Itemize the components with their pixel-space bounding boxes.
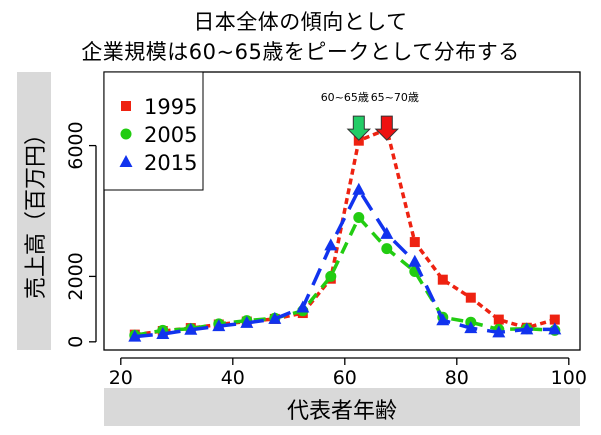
- legend-label-2005: 2005: [144, 123, 197, 147]
- x-tick-label: 20: [109, 367, 133, 389]
- annotation-arrow: [374, 115, 400, 141]
- series-line-2005: [134, 214, 555, 338]
- annotation-label: 60~65歳: [321, 91, 369, 104]
- x-axis-label-background: [104, 388, 580, 426]
- data-point-2015: [296, 300, 310, 313]
- y-tick-label: 6000: [65, 121, 87, 169]
- y-tick-label: 0: [65, 336, 87, 348]
- data-point-2015: [492, 325, 506, 338]
- data-point-1995: [437, 274, 448, 285]
- data-point-1995: [409, 237, 420, 248]
- legend-label-1995: 1995: [144, 95, 197, 119]
- y-axis-label-background: [17, 72, 51, 350]
- data-point-2015: [520, 322, 534, 335]
- data-point-2015: [436, 313, 450, 326]
- plot-frame: [103, 71, 581, 351]
- data-point-2015: [464, 321, 478, 334]
- data-point-2005: [381, 243, 393, 255]
- data-point-2015: [212, 319, 226, 332]
- series-line-2015: [134, 186, 555, 339]
- data-point-2005: [353, 212, 365, 224]
- data-point-2015: [380, 226, 394, 239]
- annotation-arrow: [346, 115, 372, 141]
- chart-subtitle: 企業規模は60~65歳をピークとして分布する: [81, 40, 520, 64]
- y-tick-label: 2000: [65, 252, 87, 300]
- data-point-2015: [352, 182, 366, 195]
- x-tick-label: 100: [551, 367, 587, 389]
- data-point-2015: [324, 238, 338, 251]
- x-tick-label: 40: [221, 367, 245, 389]
- data-point-2015: [548, 322, 562, 335]
- annotation-label: 65~70歳: [371, 91, 419, 104]
- chart-title: 日本全体の傾向として: [193, 10, 408, 34]
- series-2015: [128, 182, 562, 342]
- data-point-2015: [268, 311, 282, 324]
- legend-marker-2015: [119, 155, 133, 167]
- data-point-1995: [465, 292, 476, 303]
- data-point-1995: [549, 314, 560, 325]
- x-tick-label: 60: [333, 367, 357, 389]
- data-point-2005: [325, 270, 337, 282]
- data-point-1995: [493, 314, 504, 325]
- legend-label-2015: 2015: [144, 151, 197, 175]
- data-point-2015: [128, 329, 142, 342]
- legend-marker-2005: [120, 128, 132, 140]
- data-point-2015: [184, 322, 198, 335]
- data-point-2015: [156, 326, 170, 339]
- legend-box: [103, 71, 204, 191]
- data-point-2015: [240, 315, 254, 328]
- x-tick-label: 80: [445, 367, 469, 389]
- x-axis-label: 代表者年齢: [286, 399, 397, 424]
- legend-marker-1995: [121, 101, 131, 111]
- data-point-2015: [408, 254, 422, 267]
